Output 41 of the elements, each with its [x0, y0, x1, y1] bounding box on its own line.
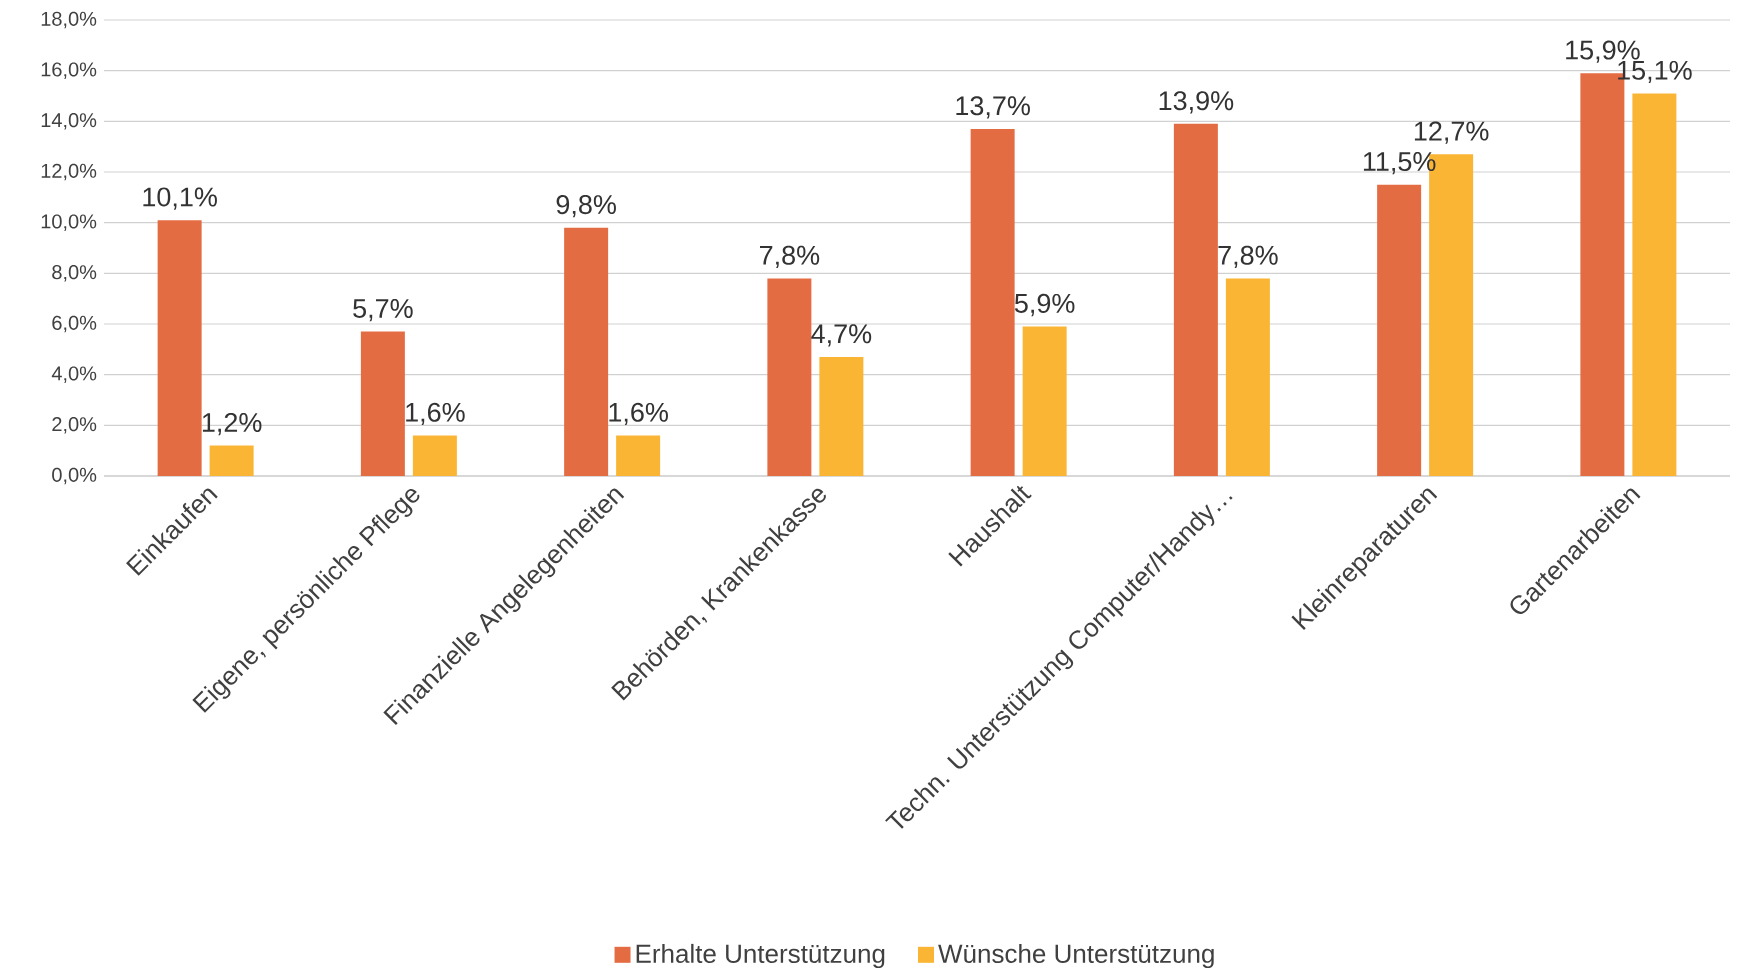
data-label: 5,7%: [353, 299, 413, 322]
bar: [767, 278, 812, 476]
data-label: 13,7%: [956, 96, 1030, 119]
bar: [1225, 278, 1270, 476]
bar: [819, 356, 864, 476]
data-label: 12,7%: [1414, 121, 1489, 144]
legend-label: Wünsche Unterstützung: [938, 943, 1214, 969]
data-label: 1,6%: [406, 402, 465, 426]
bar: [1173, 123, 1218, 476]
bar: [412, 435, 457, 476]
data-label: 15,9%: [1566, 40, 1640, 63]
data-label: 1,6%: [609, 402, 668, 426]
bar: [360, 331, 405, 476]
bar: [209, 445, 254, 476]
legend-label: Erhalte Unterstützung: [636, 943, 885, 969]
y-tick-label: 4,0%: [51, 366, 97, 383]
data-label: 4,7%: [811, 324, 872, 347]
bar: [1022, 326, 1067, 476]
bar: [1632, 93, 1677, 476]
y-tick-label: 10,0%: [41, 214, 97, 231]
bar: [970, 128, 1015, 476]
y-tick-label: 16,0%: [41, 62, 97, 79]
bar: [157, 220, 202, 476]
data-label: 7,8%: [759, 245, 820, 268]
y-tick-label: 6,0%: [52, 315, 97, 333]
bar: [616, 435, 661, 476]
data-label: 1,2%: [202, 412, 262, 436]
data-label: 13,9%: [1159, 91, 1234, 114]
data-label: 9,8%: [556, 195, 616, 218]
y-tick-label: 14,0%: [41, 113, 97, 130]
y-tick-label: 2,0%: [52, 417, 97, 434]
bar: [1377, 184, 1422, 476]
data-label: 7,8%: [1218, 245, 1278, 268]
y-tick-label: 18,0%: [41, 11, 97, 29]
data-label: 5,9%: [1014, 293, 1075, 317]
y-tick-label: 12,0%: [41, 163, 97, 181]
y-tick-label: 0,0%: [52, 467, 97, 485]
y-tick-label: 8,0%: [52, 265, 97, 282]
bar: [564, 227, 609, 476]
data-label: 10,1%: [143, 187, 217, 210]
data-label: 15,1%: [1618, 60, 1692, 84]
